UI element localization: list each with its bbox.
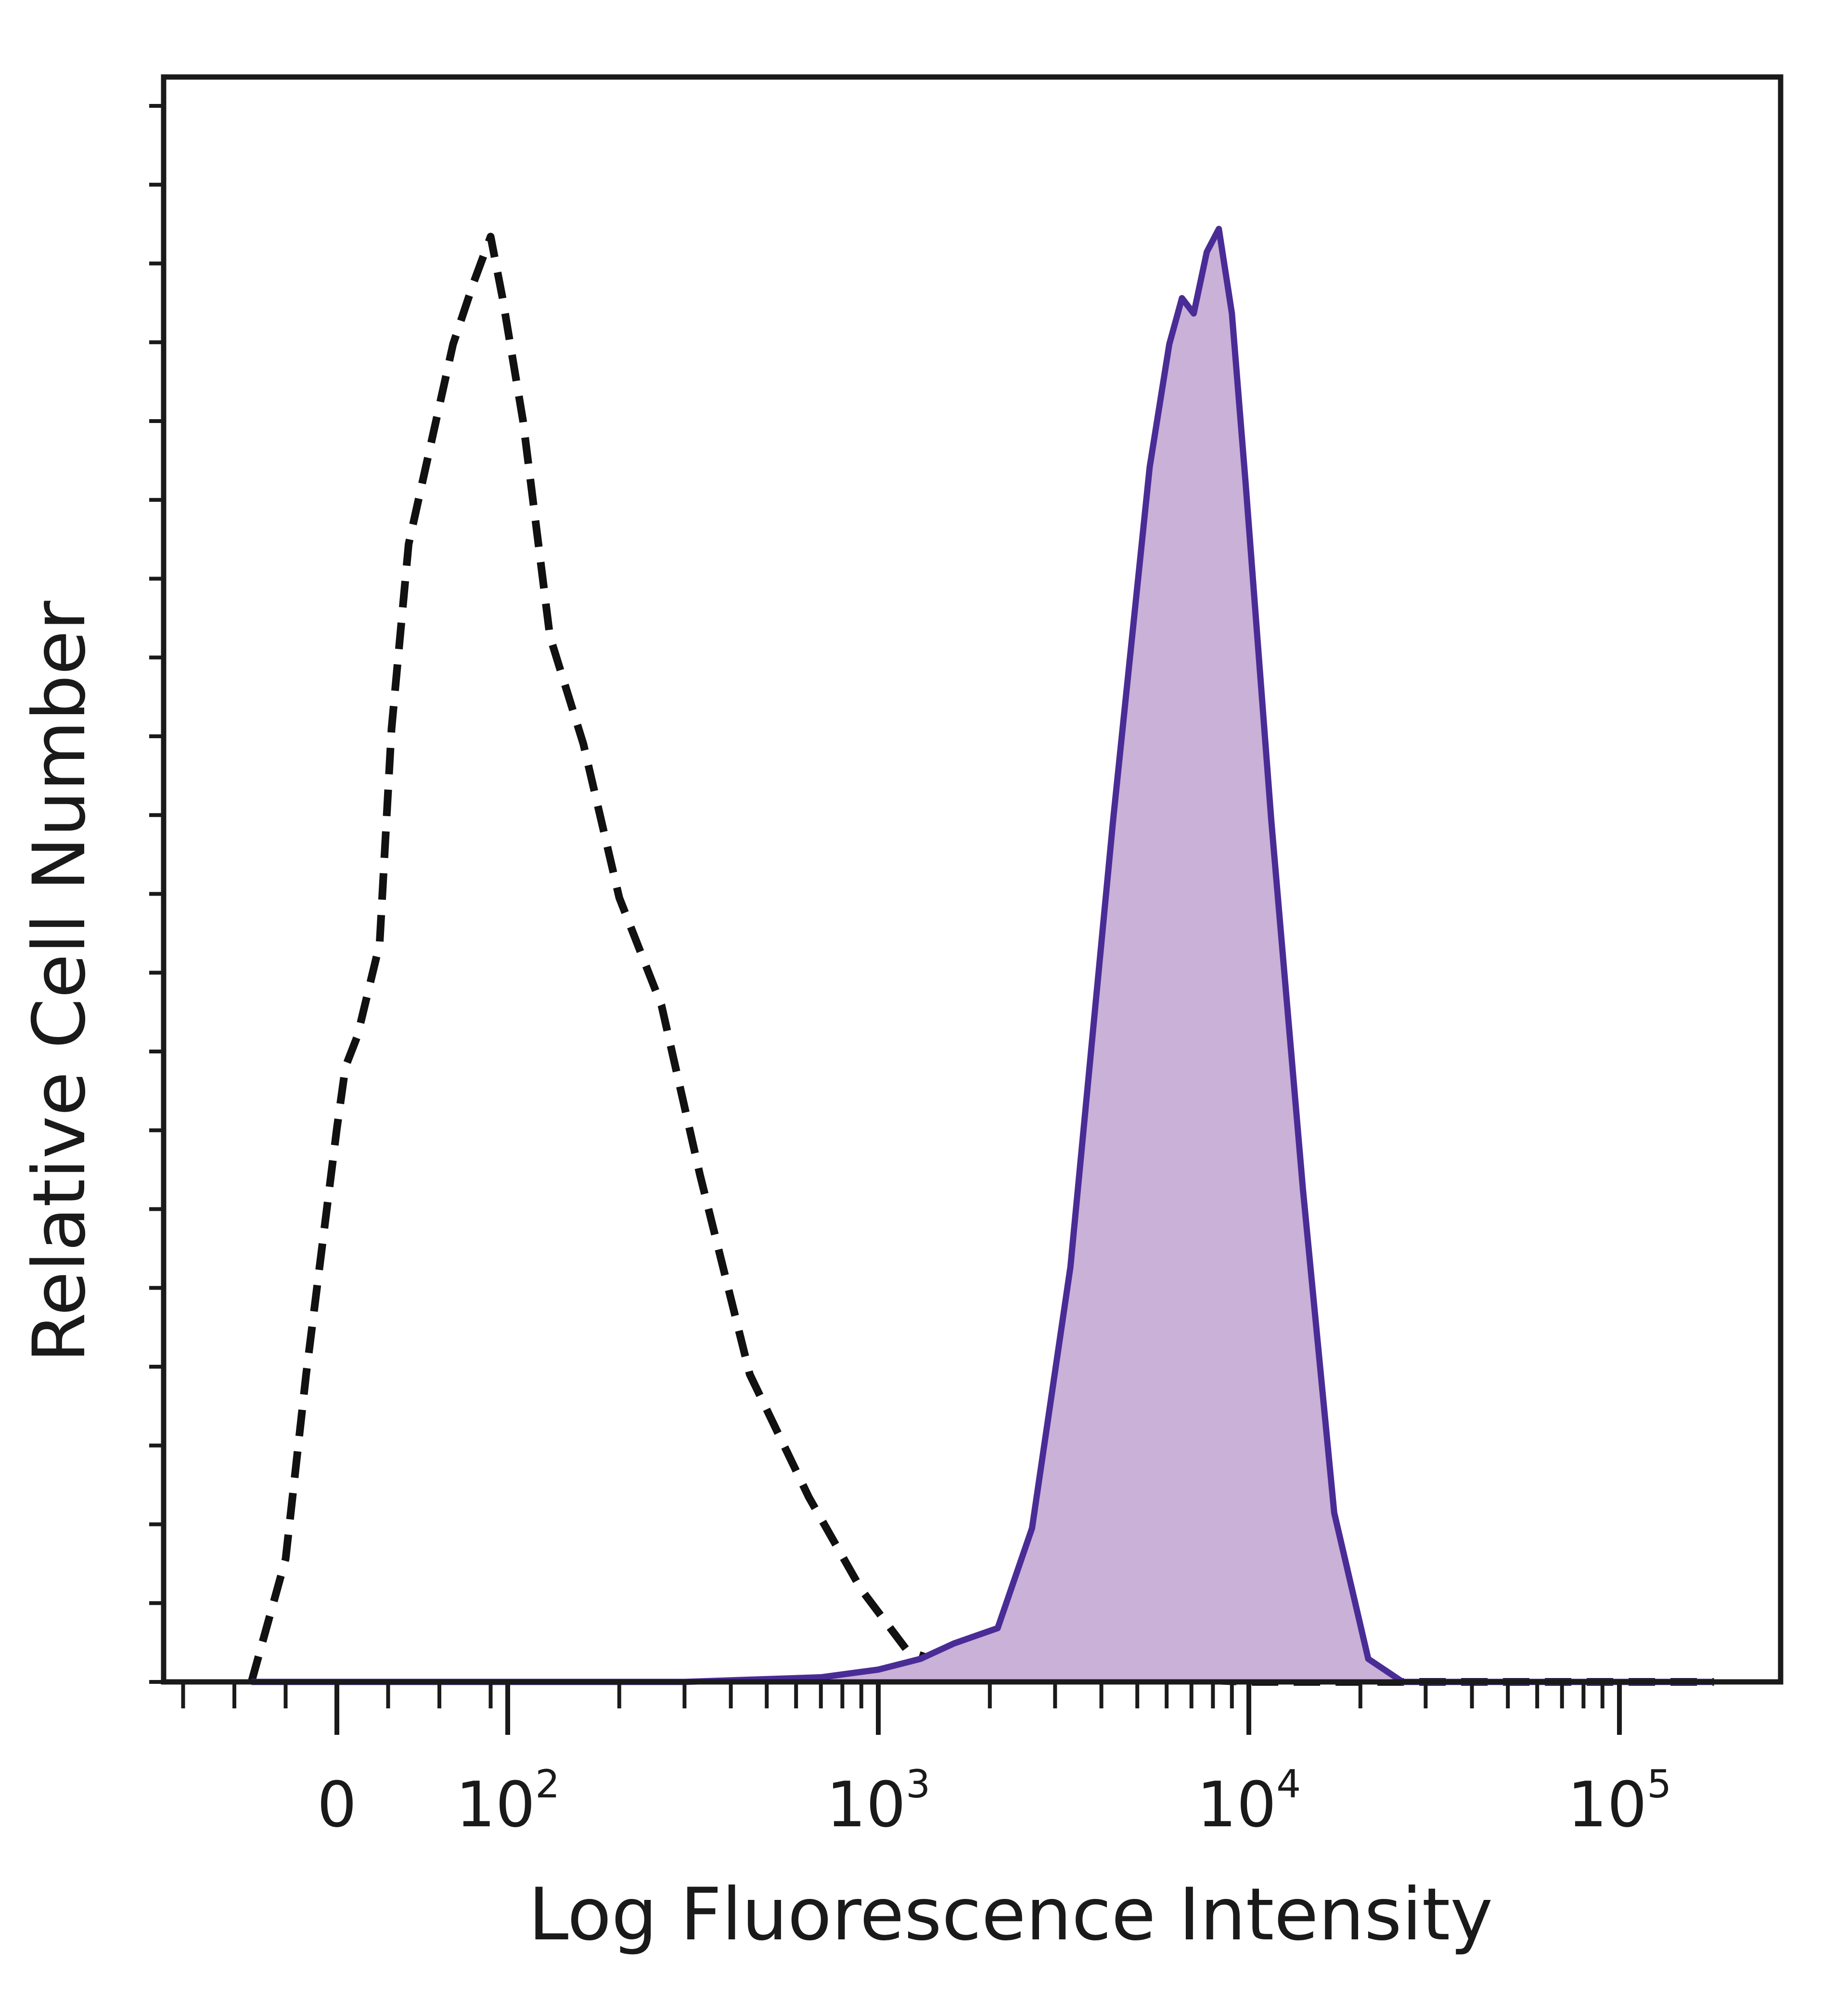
series-layer [247, 226, 1714, 1686]
series-0-line [247, 232, 1714, 1686]
y-axis-ticks [149, 104, 164, 1684]
series-1-line [251, 226, 1714, 1685]
plot-frame [161, 74, 1784, 1685]
x-axis-ticks [181, 1682, 1622, 1735]
x-tick-label: 0 [317, 1768, 357, 1841]
x-axis-tick-labels: 0 102 103 104 105 [317, 1762, 1672, 1841]
x-tick-label: 105 [1567, 1762, 1671, 1841]
x-tick-label: 102 [456, 1762, 560, 1841]
y-axis-label: Relative Cell Number [18, 601, 102, 1363]
x-tick-label: 103 [826, 1762, 930, 1841]
x-tick-label: 104 [1197, 1762, 1301, 1841]
x-axis-label: Log Fluorescence Intensity [528, 1873, 1493, 1957]
